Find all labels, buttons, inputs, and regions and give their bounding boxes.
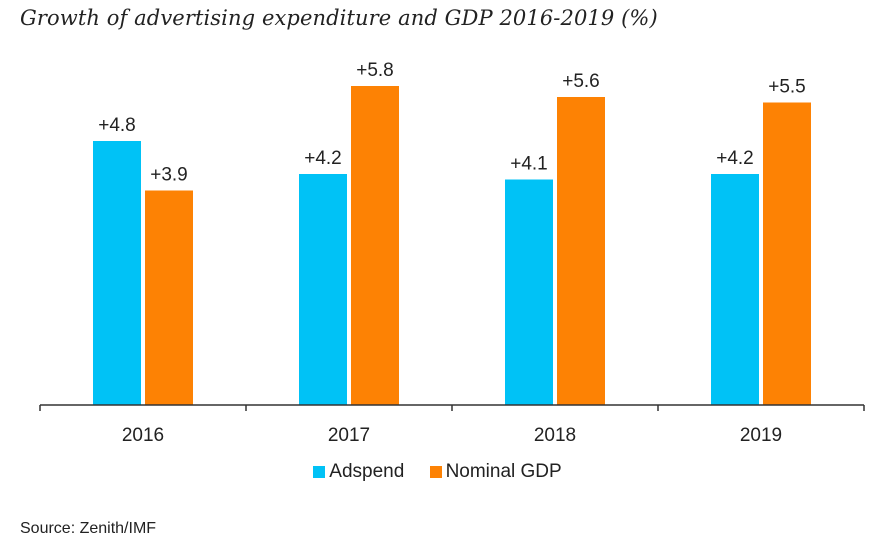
legend-item-nominal-gdp: Nominal GDP bbox=[429, 461, 562, 483]
data-label-adspend-2017: +4.2 bbox=[304, 148, 342, 169]
x-tick-label-2018: 2018 bbox=[534, 425, 576, 446]
legend-item-adspend: Adspend bbox=[313, 461, 404, 483]
chart-title: Growth of advertising expenditure and GD… bbox=[20, 6, 658, 30]
bar-adspend-2019 bbox=[711, 174, 759, 405]
data-label-adspend-2019: +4.2 bbox=[716, 148, 754, 169]
x-tick-label-2016: 2016 bbox=[122, 425, 164, 446]
bar-nominal-gdp-2018 bbox=[557, 97, 605, 405]
bar-adspend-2016 bbox=[93, 141, 141, 405]
data-label-adspend-2016: +4.8 bbox=[98, 115, 136, 136]
bar-nominal-gdp-2016 bbox=[145, 190, 193, 405]
legend-swatch-adspend bbox=[313, 466, 326, 478]
x-tick-label-2019: 2019 bbox=[740, 425, 782, 446]
data-label-adspend-2018: +4.1 bbox=[510, 154, 548, 175]
bar-nominal-gdp-2019 bbox=[763, 102, 811, 405]
legend-swatch-nominal-gdp bbox=[429, 466, 442, 478]
legend: Adspend Nominal GDP bbox=[0, 461, 875, 484]
bar-adspend-2017 bbox=[299, 174, 347, 405]
bar-adspend-2018 bbox=[505, 179, 553, 405]
data-label-nominal-gdp-2019: +5.5 bbox=[768, 77, 806, 98]
source-note: Source: Zenith/IMF bbox=[20, 520, 157, 537]
data-label-nominal-gdp-2017: +5.8 bbox=[356, 60, 394, 81]
bar-nominal-gdp-2017 bbox=[351, 86, 399, 405]
legend-label-adspend: Adspend bbox=[329, 461, 405, 482]
data-label-nominal-gdp-2016: +3.9 bbox=[150, 165, 188, 186]
x-tick-label-2017: 2017 bbox=[328, 425, 370, 446]
data-label-nominal-gdp-2018: +5.6 bbox=[562, 71, 600, 92]
legend-label-nominal-gdp: Nominal GDP bbox=[445, 461, 562, 482]
